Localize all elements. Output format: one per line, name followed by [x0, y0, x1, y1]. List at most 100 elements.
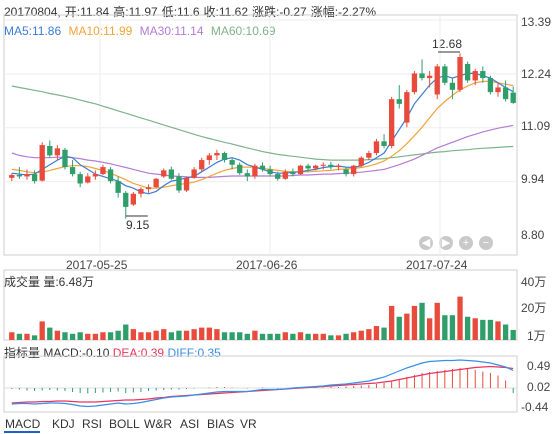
volume-bar	[85, 333, 91, 340]
volume-bar	[495, 321, 501, 340]
volume-bar	[328, 335, 334, 340]
candle-body	[214, 153, 220, 156]
candle-body	[320, 164, 326, 166]
tab-kdj[interactable]: KDJ	[52, 417, 75, 431]
candle-body	[39, 145, 45, 181]
volume-bar	[221, 332, 228, 340]
candle-body	[457, 57, 463, 90]
price-tick: 8.80	[521, 228, 545, 242]
candle-body	[343, 169, 349, 175]
candle-body	[335, 165, 342, 168]
volume-bar	[449, 315, 456, 340]
zoom-in-button[interactable]: +	[459, 236, 473, 250]
tab-vr[interactable]: VR	[240, 417, 257, 431]
candle-body	[495, 87, 501, 93]
volume-bar	[335, 335, 342, 340]
date-tick: 2017-06-26	[236, 258, 298, 272]
tab-boll[interactable]: BOLL	[109, 417, 140, 431]
candle-body	[259, 165, 266, 170]
candle-body	[62, 149, 68, 168]
scroll-right-button[interactable]: ▶	[439, 236, 453, 250]
ma30-line	[11, 124, 514, 178]
candle-body	[282, 171, 288, 179]
ma30-label: MA30:11.14	[139, 24, 204, 38]
candle-body	[161, 170, 167, 177]
tab-wr[interactable]: W&R	[144, 417, 172, 431]
volume-bar	[510, 329, 516, 340]
price-tick: 13.39	[521, 15, 552, 29]
volume-bar	[290, 333, 296, 340]
candle-body	[313, 165, 319, 169]
volume-bar	[480, 319, 486, 340]
candle-body	[480, 71, 486, 79]
candle-body	[176, 176, 182, 191]
volume-bar	[145, 332, 152, 340]
volume-bar	[244, 333, 250, 340]
volume-tick: 40万	[521, 275, 547, 289]
candle-body	[31, 174, 38, 182]
volume-bar	[282, 332, 288, 340]
tab-macd[interactable]: MACD	[5, 417, 41, 431]
volume-bar	[343, 333, 349, 340]
volume-bar	[237, 332, 243, 340]
volume-bar	[426, 318, 433, 340]
indicator-tick: -0.44	[521, 400, 549, 414]
volume-bar	[305, 333, 311, 340]
scroll-left-button[interactable]: ◀	[419, 236, 433, 250]
volume-bar	[54, 330, 61, 340]
volume-bar	[77, 332, 83, 340]
candle-body	[472, 71, 478, 81]
candle-body	[77, 174, 83, 184]
candle-body	[107, 169, 114, 182]
volume-bar	[9, 332, 15, 340]
volume-bar	[229, 332, 235, 340]
candle-body	[275, 174, 281, 179]
date-tick: 2017-07-24	[406, 258, 468, 272]
candle-body	[290, 171, 296, 175]
volume-bar	[199, 327, 205, 340]
volume-bar	[31, 335, 38, 340]
candle-body	[366, 153, 372, 158]
volume-bar	[92, 333, 99, 340]
zoom-out-button[interactable]: −	[479, 236, 493, 250]
volume-bar	[214, 329, 220, 340]
ma5-label: MA5:11.86	[4, 24, 62, 38]
volume-bar	[388, 305, 395, 340]
volume-bar	[153, 330, 159, 340]
candle-body	[130, 193, 137, 205]
volume-bar	[39, 321, 45, 340]
candle-body	[237, 164, 243, 174]
candle-body	[54, 148, 61, 156]
volume-bar	[464, 316, 471, 340]
dea-line	[11, 365, 514, 404]
candle-body	[199, 160, 205, 170]
candle-body	[396, 99, 402, 104]
volume-bar	[381, 327, 387, 340]
candle-body	[464, 64, 471, 81]
candle-body	[510, 92, 516, 103]
diff-line	[11, 359, 514, 408]
tab-asi[interactable]: ASI	[180, 417, 200, 431]
candle-body	[419, 73, 425, 79]
tab-bias[interactable]: BIAS	[207, 417, 235, 431]
panel-frame	[3, 269, 518, 341]
active-tab-indicator	[4, 431, 40, 433]
candle-body	[411, 73, 418, 93]
volume-bar	[100, 332, 106, 340]
candle-body	[442, 66, 448, 83]
tab-rsi[interactable]: RSI	[82, 417, 103, 431]
candle-body	[434, 66, 440, 95]
volume-bar	[107, 332, 114, 340]
volume-bar	[275, 333, 281, 340]
volume-bar	[176, 330, 182, 340]
candle-body	[267, 169, 273, 175]
candle-body	[502, 87, 509, 100]
candle-body	[381, 141, 387, 147]
price-tick: 9.94	[521, 172, 545, 186]
price-tick: 11.09	[521, 119, 551, 133]
volume-tick: 1万	[527, 329, 546, 343]
stock-chart[interactable]	[0, 0, 558, 414]
volume-bar	[123, 324, 129, 340]
candle-body	[328, 164, 334, 168]
panel-frame	[3, 355, 518, 413]
